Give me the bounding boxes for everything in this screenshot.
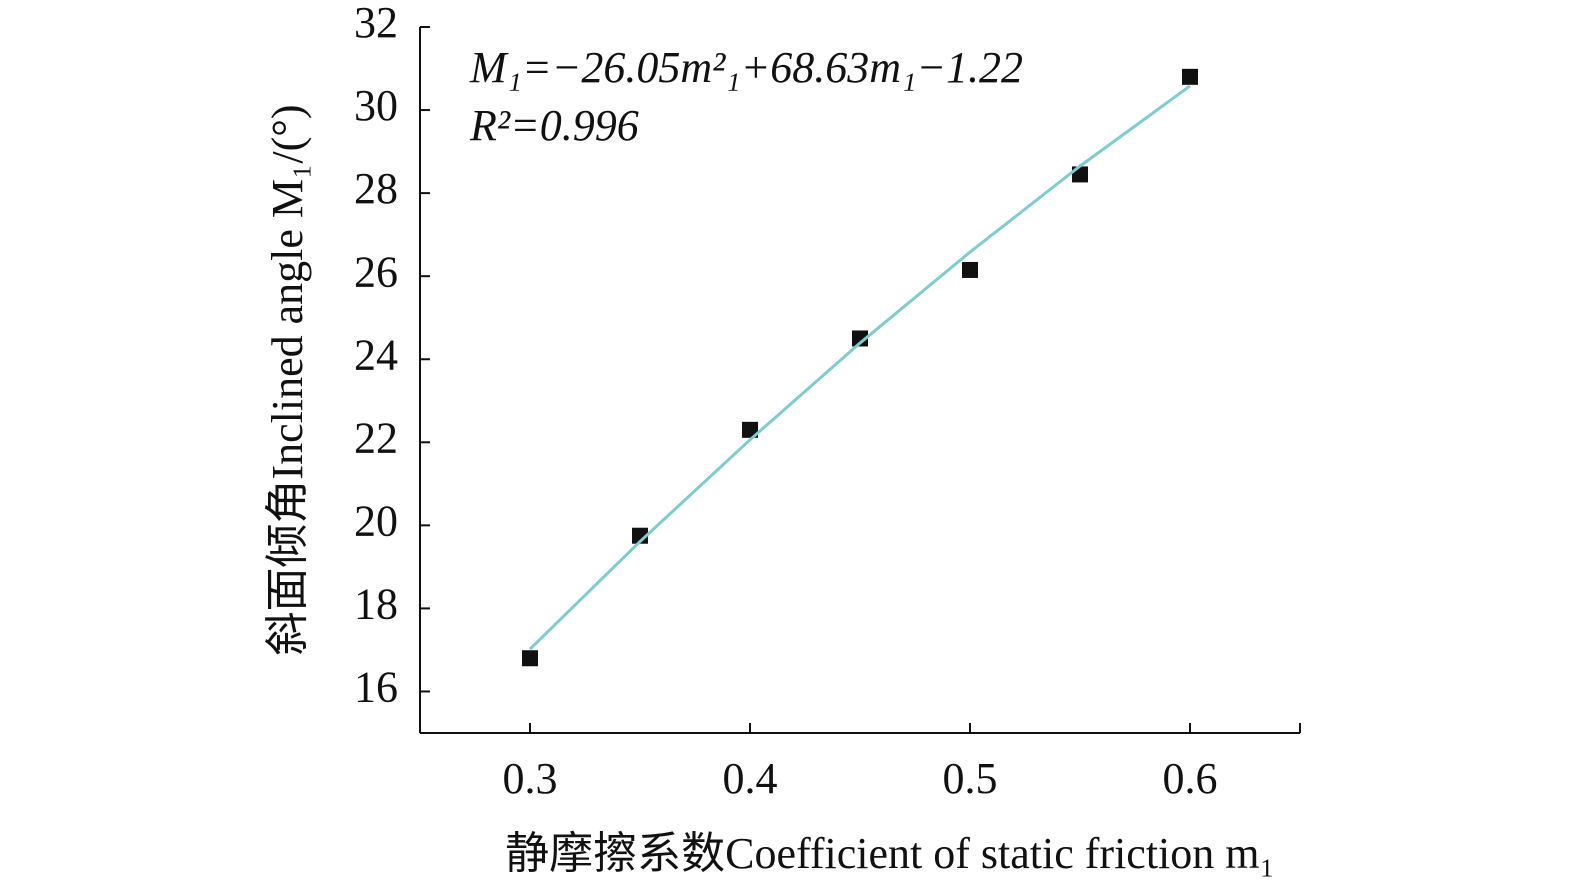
data-point (1182, 68, 1198, 85)
y-tick-label: 26 (354, 247, 398, 296)
y-tick-label: 22 (354, 413, 398, 462)
y-tick-label: 32 (354, 0, 398, 47)
annotation: M₁=−26.05m²₁+68.63m₁−1.22 (469, 43, 1023, 92)
x-tick-label: 0.5 (943, 754, 998, 803)
data-point (742, 421, 758, 438)
data-point (522, 650, 538, 667)
y-tick-label: 30 (354, 81, 398, 130)
x-tick-label: 0.6 (1163, 754, 1218, 803)
fit-line (528, 84, 1191, 651)
y-axis-label: 斜面倾角Inclined angle M₁/(°) (263, 104, 312, 655)
data-point (962, 261, 978, 278)
y-tick-label: 20 (354, 496, 398, 545)
x-tick-label: 0.4 (723, 754, 778, 803)
x-axis-label: 静摩擦系数Coefficient of static friction m₁ (505, 829, 1275, 878)
y-tick-label: 18 (354, 580, 398, 629)
data-point (852, 330, 868, 347)
x-tick-label: 0.3 (503, 754, 558, 803)
y-tick-label: 24 (354, 330, 398, 379)
y-tick-label: 28 (354, 164, 398, 213)
annotation: R²=0.996 (469, 101, 639, 150)
y-tick-label: 16 (354, 663, 398, 712)
